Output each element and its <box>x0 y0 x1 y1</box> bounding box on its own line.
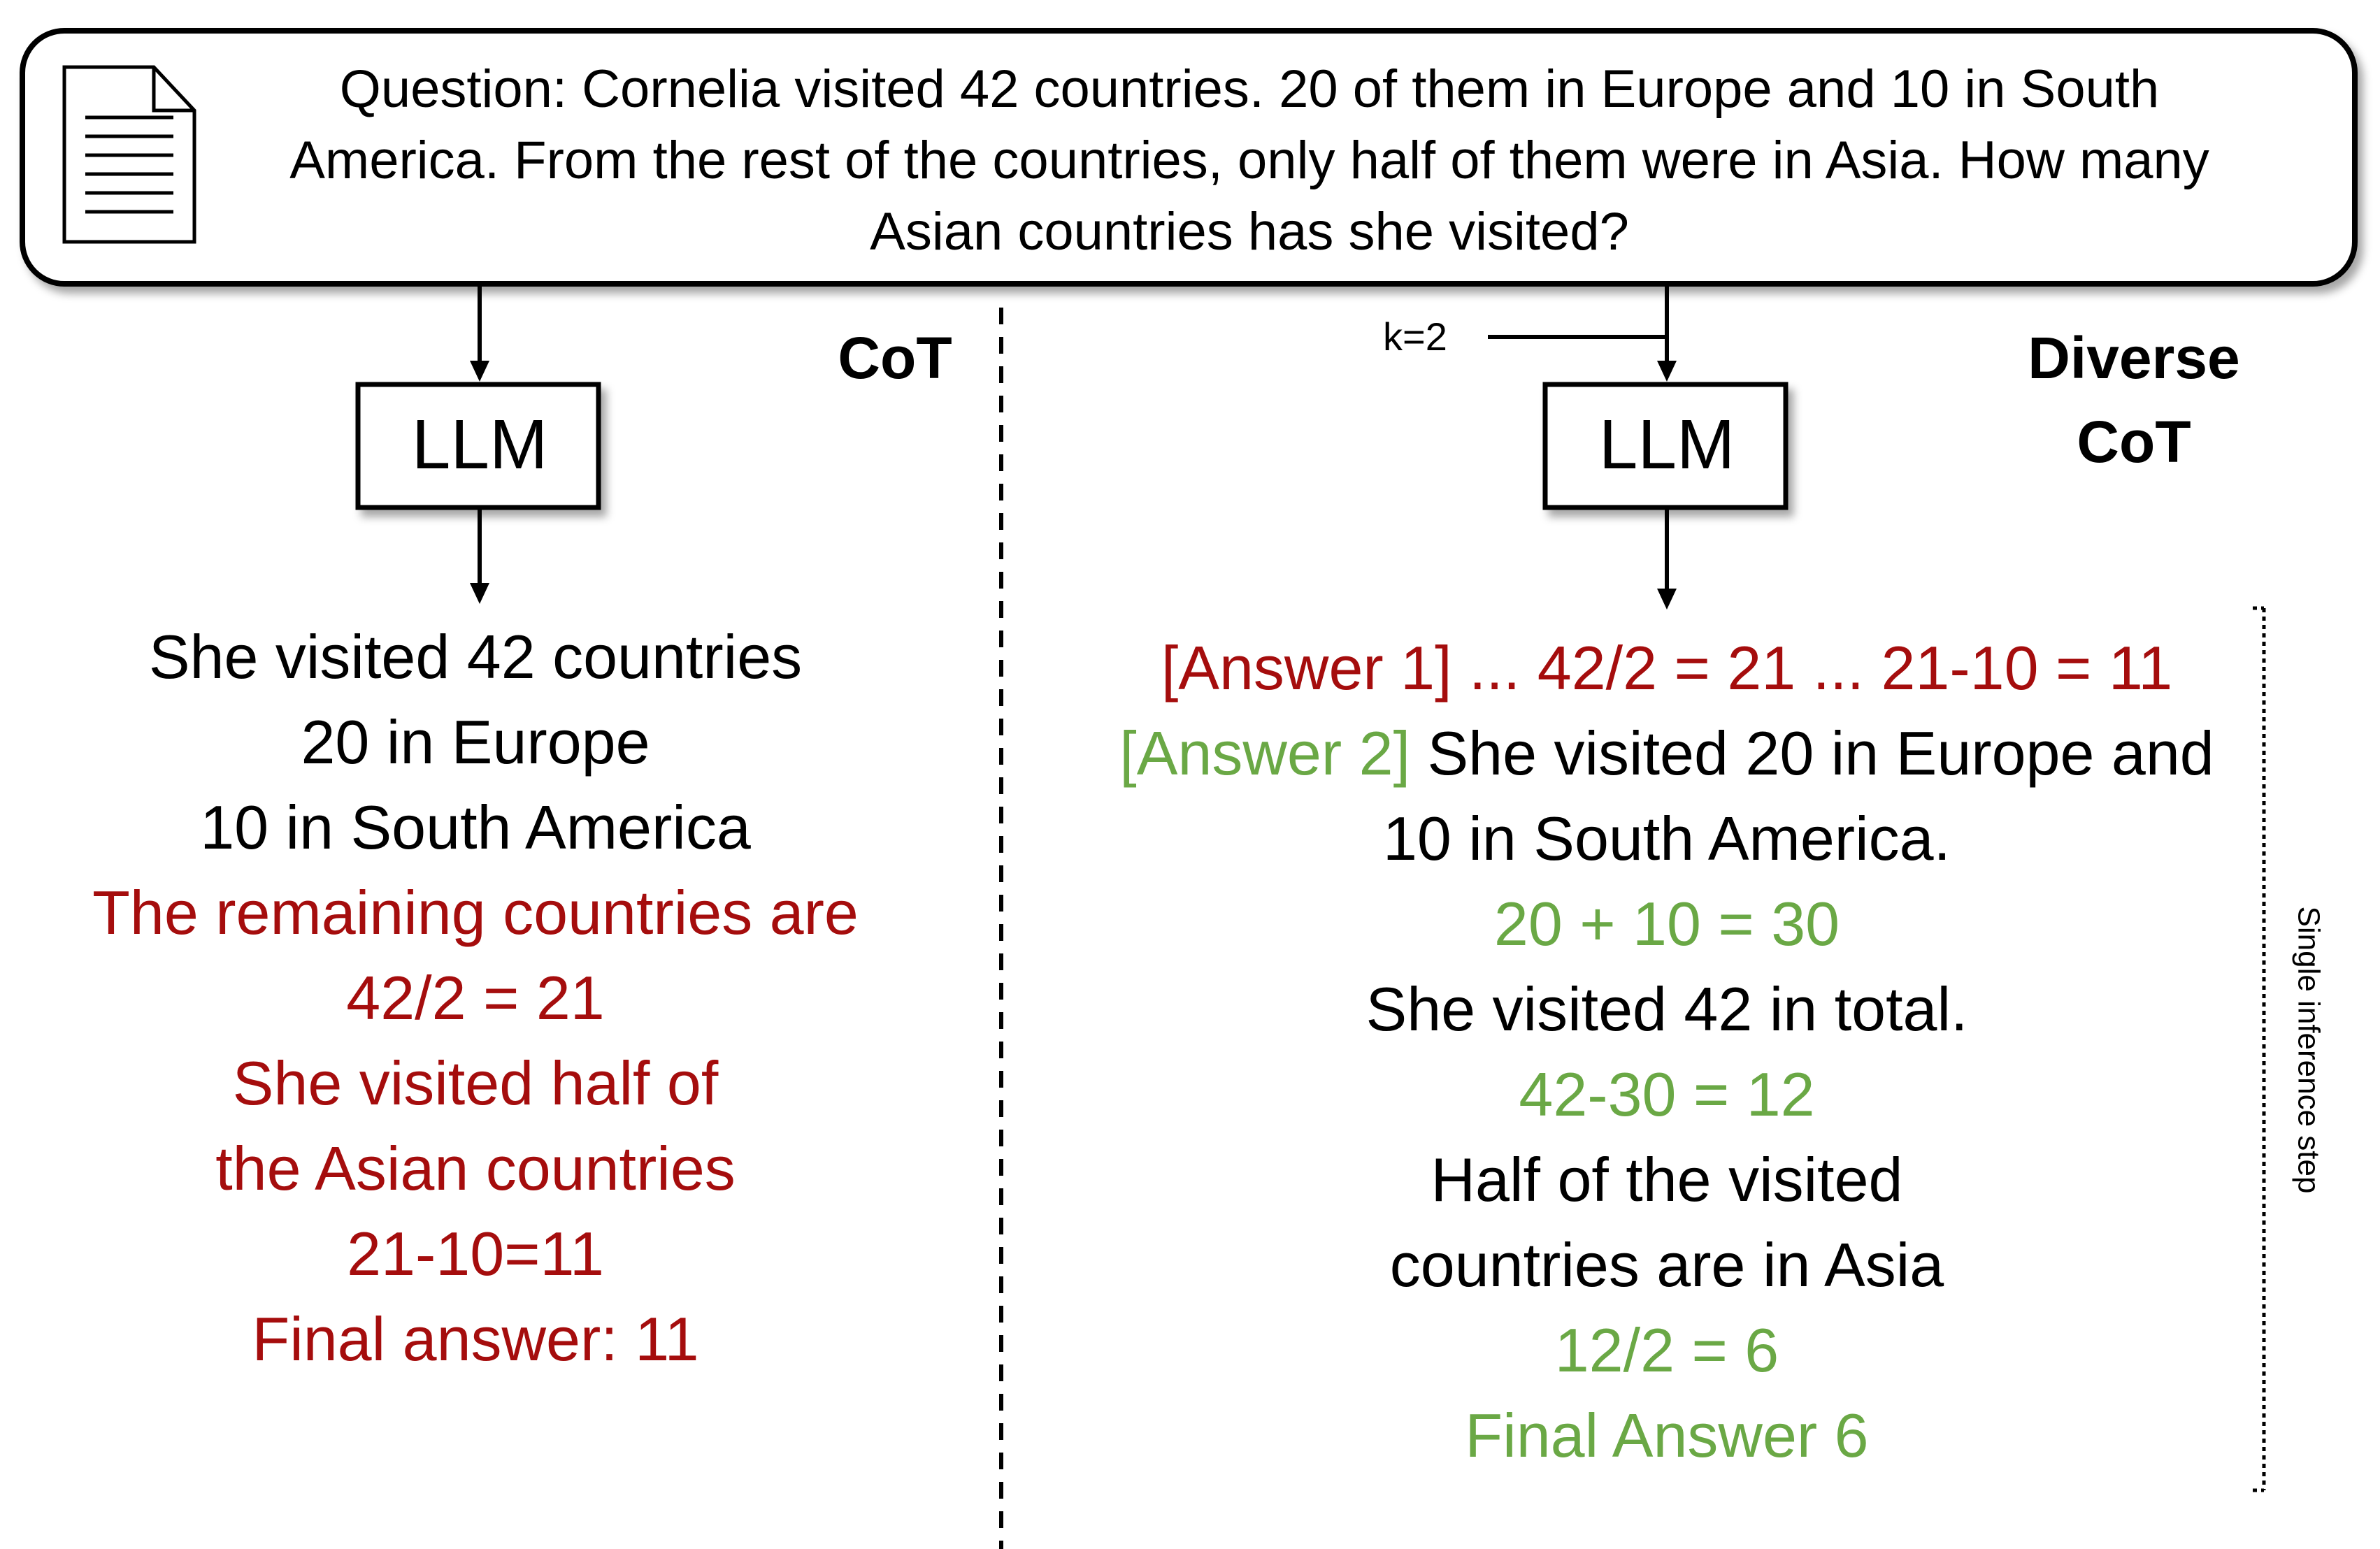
left-line-7: the Asian countries <box>215 1134 736 1203</box>
left-line-2: 20 in Europe <box>301 707 650 777</box>
left-llm-box <box>355 382 601 510</box>
right-llm-label: LLM <box>1598 405 1735 484</box>
right-line-5: Half of the visited <box>1431 1145 1903 1214</box>
answer-2-tag: [Answer 2] <box>1119 719 1411 788</box>
right-line-2: 20 + 10 = 30 <box>1493 889 1840 958</box>
left-line-3: 10 in South America <box>200 793 751 862</box>
right-heading-line-2: CoT <box>2077 409 2191 475</box>
question-box <box>20 28 2358 287</box>
right-line-6: countries are in Asia <box>1389 1230 1944 1299</box>
left-line-5: 42/2 = 21 <box>346 963 605 1032</box>
question-line-1: Question: Cornelia visited 42 countries.… <box>339 59 2160 119</box>
answer-1-line: [Answer 1] ... 42/2 = 21 ... 21-10 = 11 <box>1161 633 2173 703</box>
right-flow-arrows <box>1488 284 1677 610</box>
question-line-3: Asian countries has she visited? <box>870 202 1629 261</box>
answer-2-line: [Answer 2] She visited 20 in Europe and <box>1119 723 2214 784</box>
left-line-6: She visited half of <box>232 1049 719 1118</box>
right-line-7: 12/2 = 6 <box>1554 1316 1779 1385</box>
document-icon <box>62 65 196 244</box>
right-heading-line-1: Diverse <box>2028 325 2240 391</box>
question-line-2: America. From the rest of the countries,… <box>289 131 2209 190</box>
right-line-4: 42-30 = 12 <box>1519 1060 1815 1129</box>
answer-2-text: She visited 20 in Europe and <box>1410 719 2214 788</box>
right-line-1: 10 in South America. <box>1382 804 1951 873</box>
left-flow-arrows <box>470 284 489 604</box>
left-line-1: She visited 42 countries <box>148 622 803 691</box>
right-line-8: Final Answer 6 <box>1465 1401 1869 1470</box>
left-line-8: 21-10=11 <box>347 1219 604 1288</box>
k-label: k=2 <box>1383 315 1447 359</box>
bracket-label: Single inference step <box>2291 906 2326 1194</box>
right-llm-box <box>1542 382 1788 510</box>
right-line-3: She visited 42 in total. <box>1365 974 1968 1044</box>
left-llm-label: LLM <box>411 405 548 484</box>
inference-bracket <box>2253 606 2266 1492</box>
left-line-4: The remaining countries are <box>92 878 859 947</box>
left-heading: CoT <box>838 325 952 391</box>
left-line-9: Final answer: 11 <box>252 1304 699 1374</box>
